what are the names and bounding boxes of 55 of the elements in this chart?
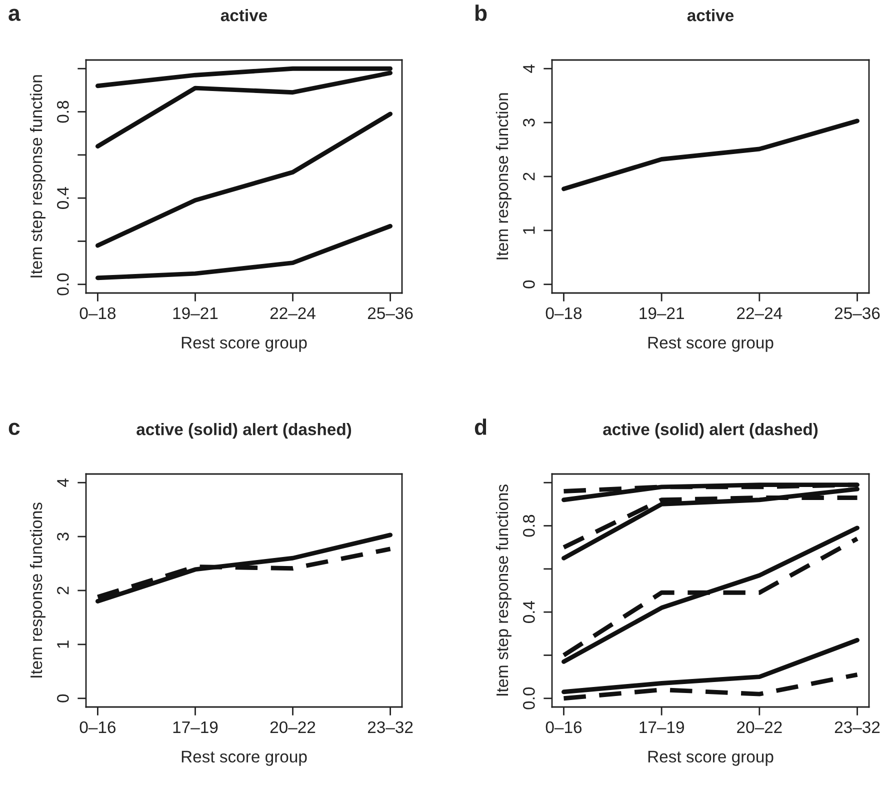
x-tick-label: 17–19 (173, 721, 218, 734)
chart-title: active (220, 9, 268, 22)
text: b (475, 4, 487, 21)
x-axis-title: Rest score group (182, 750, 307, 766)
line-series (562, 638, 860, 694)
x-tick-label: 23–32 (368, 721, 413, 734)
x-tick-label: 20–22 (737, 721, 782, 734)
y-tick-label: 1 (57, 640, 69, 648)
x-axis-title: Rest score group (648, 750, 774, 766)
line-series (562, 672, 860, 701)
y-tick-label: 0 (523, 280, 535, 288)
line-series (562, 486, 860, 560)
y-tick-label: 0.4 (57, 186, 69, 210)
y-tick-label: 3 (57, 532, 69, 541)
y-axis-title: Item response functions (30, 502, 46, 678)
y-tick-label: 1 (523, 226, 535, 234)
y-axis-title: Item response function (496, 93, 512, 260)
x-tick-label: 22–24 (270, 307, 316, 319)
y-tick-label: 4 (57, 478, 69, 487)
y-tick-label: 0.4 (523, 600, 535, 624)
text: a (8, 8, 20, 21)
chart-title: active (solid) alert (dashed) (603, 423, 818, 439)
y-tick-label: 0 (57, 694, 69, 702)
x-tick-label: 23–32 (834, 721, 880, 734)
line-series (562, 118, 860, 192)
x-axis-title: Rest score group (182, 336, 307, 352)
x-tick-label: 25–36 (368, 307, 413, 320)
text: c (8, 422, 20, 435)
y-axis-title: Item step response function (30, 75, 46, 278)
y-axis-title: Item step response functions (496, 484, 512, 696)
x-tick-label: 0–16 (546, 721, 582, 734)
y-tick-label: 0.8 (57, 100, 69, 123)
y-tick-label: 3 (523, 118, 535, 127)
chart-title: active (687, 9, 734, 22)
x-tick-label: 0–16 (80, 721, 116, 734)
y-tick-label: 0.0 (523, 687, 535, 710)
line-series (95, 224, 393, 280)
x-axis-title: Rest score group (648, 336, 774, 352)
x-tick-label: 25–36 (834, 307, 880, 320)
line-series (95, 112, 393, 248)
y-tick-label: 0.8 (523, 514, 535, 537)
x-tick-label: 22–24 (737, 307, 782, 319)
y-tick-label: 2 (523, 172, 535, 180)
x-tick-label: 19–21 (173, 307, 218, 320)
x-tick-label: 17–19 (640, 721, 684, 734)
x-tick-label: 20–22 (270, 721, 316, 734)
y-tick-label: 4 (523, 64, 535, 73)
x-tick-label: 0–18 (80, 307, 116, 320)
x-tick-label: 19–21 (640, 307, 684, 320)
y-tick-label: 2 (57, 586, 69, 594)
text: d (474, 418, 486, 435)
x-tick-label: 0–18 (546, 307, 582, 320)
line-series (95, 532, 393, 604)
chart-title: active (solid) alert (dashed) (136, 423, 352, 439)
y-tick-label: 0.0 (57, 273, 69, 296)
